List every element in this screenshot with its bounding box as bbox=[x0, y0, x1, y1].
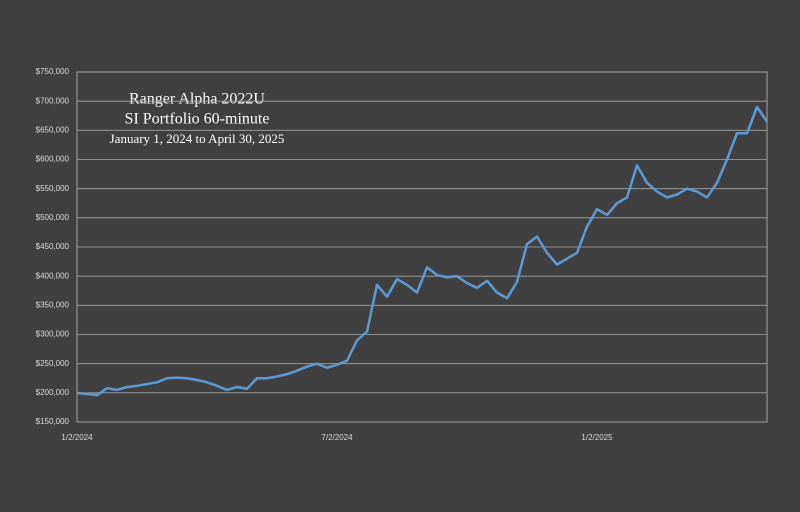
x-tick-label: 1/2/2025 bbox=[581, 433, 613, 442]
x-tick-label: 7/2/2024 bbox=[321, 433, 353, 442]
y-tick-label: $200,000 bbox=[36, 388, 70, 397]
chart-subtitle: January 1, 2024 to April 30, 2025 bbox=[110, 131, 285, 146]
y-tick-label: $450,000 bbox=[36, 242, 70, 251]
y-tick-label: $350,000 bbox=[36, 300, 70, 309]
x-tick-label: 1/2/2024 bbox=[61, 433, 93, 442]
y-tick-label: $650,000 bbox=[36, 125, 70, 134]
y-tick-label: $300,000 bbox=[36, 330, 70, 339]
y-tick-label: $600,000 bbox=[36, 155, 70, 164]
y-tick-label: $750,000 bbox=[36, 67, 70, 76]
y-tick-label: $700,000 bbox=[36, 96, 70, 105]
y-tick-label: $550,000 bbox=[36, 184, 70, 193]
chart-title: SI Portfolio 60-minute bbox=[125, 111, 270, 128]
line bbox=[76, 105, 769, 397]
y-tick-label: $250,000 bbox=[36, 359, 70, 368]
y-tick-label: $500,000 bbox=[36, 213, 70, 222]
y-tick-label: $150,000 bbox=[36, 417, 70, 426]
chart-title: Ranger Alpha 2022U bbox=[129, 91, 265, 108]
y-tick-label: $400,000 bbox=[36, 271, 70, 280]
